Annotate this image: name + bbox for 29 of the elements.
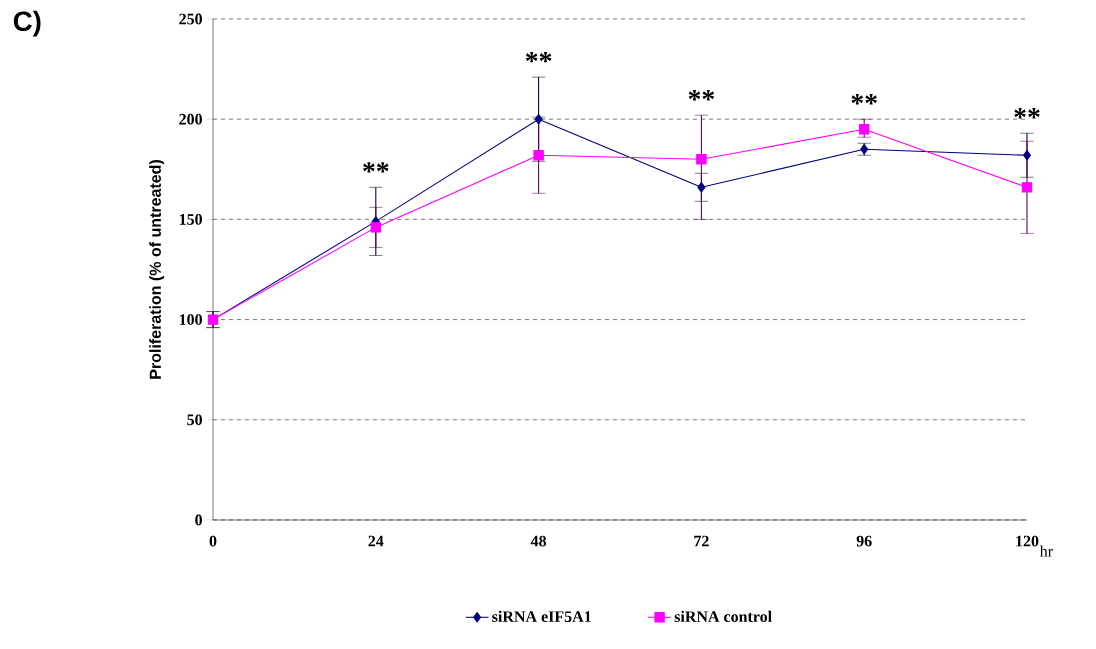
y-tick-label: 200 (179, 113, 202, 125)
point (1021, 182, 1033, 193)
y-tick-label: 150 (179, 213, 202, 225)
x-tick-label: 96 (856, 535, 872, 547)
legend-label: siRNA control (674, 610, 772, 622)
x-axis-title: hr (1039, 545, 1053, 557)
point (1022, 150, 1032, 161)
y-tick-label: 250 (179, 13, 202, 25)
y-tick-label: 100 (179, 314, 202, 325)
x-tick-label: 48 (530, 535, 547, 547)
annotation: ** (1014, 108, 1040, 119)
text: C) (13, 10, 41, 37)
x-tick-label: 24 (368, 535, 384, 547)
x-tick-label: 72 (694, 535, 709, 547)
legend-label: siRNA eIF5A1 (492, 610, 591, 622)
point (370, 222, 382, 233)
point (697, 182, 706, 193)
annotation: ** (363, 162, 389, 173)
x-tick-label: 120 (1016, 535, 1039, 547)
point (534, 113, 543, 125)
point (696, 154, 707, 165)
point (533, 150, 544, 161)
y-tick-label: 50 (187, 414, 202, 426)
annotation: ** (525, 51, 552, 63)
x-tick-label: 0 (209, 535, 217, 547)
y-tick-label: 0 (195, 514, 202, 526)
y-axis-title: Proliferation (% of untreated) (149, 160, 165, 379)
annotation: ** (688, 90, 715, 101)
annotation: ** (851, 94, 877, 105)
